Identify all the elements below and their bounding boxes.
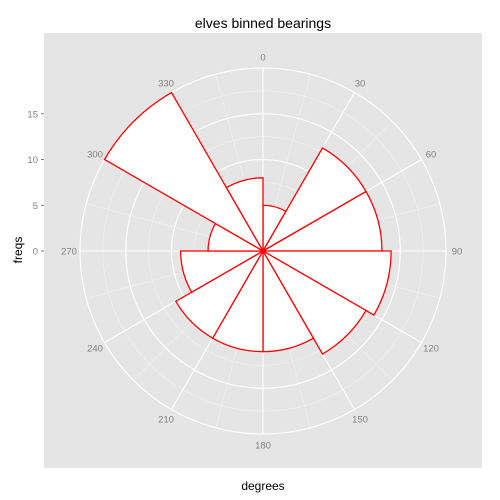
bar-wedge-225: [174, 249, 265, 340]
y-tick-label: 0: [33, 247, 38, 258]
angle-tick-label: 270: [61, 247, 77, 258]
angle-tick-labels: 0 30 60 90 120 150 180 210 240 270 300 330: [61, 53, 462, 452]
y-tick-label: 15: [27, 109, 38, 120]
bar-wedge-105: [260, 250, 392, 316]
bar-wedge-135: [261, 249, 367, 355]
angle-tick-label: 180: [255, 441, 271, 452]
angle-tick-label: 150: [352, 415, 368, 426]
y-axis-title: freqs: [11, 237, 25, 264]
bar-wedge-255: [179, 250, 266, 294]
x-axis-title: degrees: [241, 479, 284, 493]
y-tick-label: 10: [27, 155, 38, 166]
angle-tick-label: 330: [158, 79, 174, 90]
bar-wedge-345: [225, 177, 264, 254]
bar-wedge-315: [103, 91, 265, 253]
angle-tick-label: 90: [452, 247, 463, 258]
bar-wedges: [103, 91, 392, 355]
y-axis: 0 5 10 15: [27, 109, 44, 258]
y-tick-label: 5: [33, 201, 38, 212]
angle-tick-label: 120: [423, 344, 439, 355]
chart-title: elves binned bearings: [195, 15, 331, 31]
angle-tick-label: 60: [426, 150, 437, 161]
angle-tick-label: 0: [260, 53, 265, 64]
angle-tick-label: 300: [87, 150, 103, 161]
angle-tick-label: 240: [87, 344, 103, 355]
angle-tick-label: 30: [355, 79, 366, 90]
angle-tick-label: 210: [158, 415, 174, 426]
